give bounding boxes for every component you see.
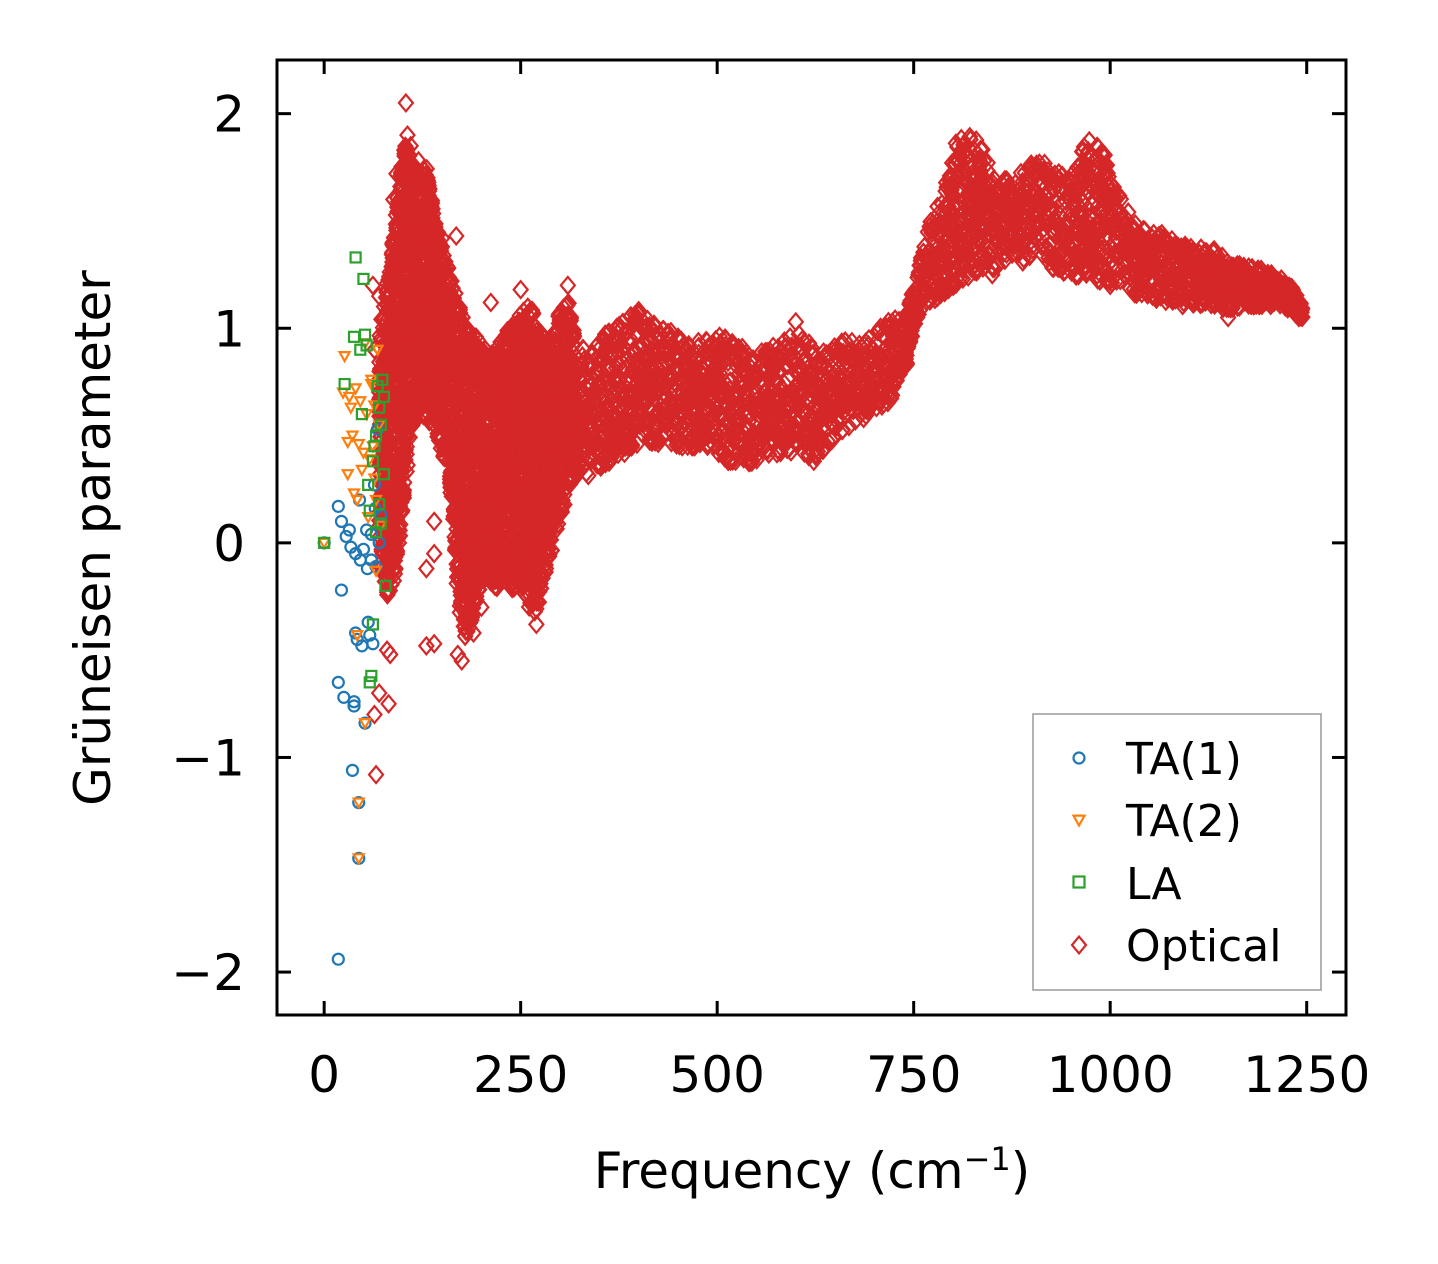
optical-point [388,544,406,565]
optical-point [393,500,411,521]
optical-point [395,487,413,509]
optical-point [454,307,472,328]
optical-point [399,454,416,476]
optical-point [417,360,435,382]
optical-point [395,480,413,501]
optical-point [401,427,419,448]
optical-point [391,525,409,546]
optical-point [419,167,436,189]
optical-point [444,277,462,299]
optical-point [386,559,404,580]
data-points [317,92,1311,966]
optical-point [395,482,412,504]
optical-point [391,514,409,535]
